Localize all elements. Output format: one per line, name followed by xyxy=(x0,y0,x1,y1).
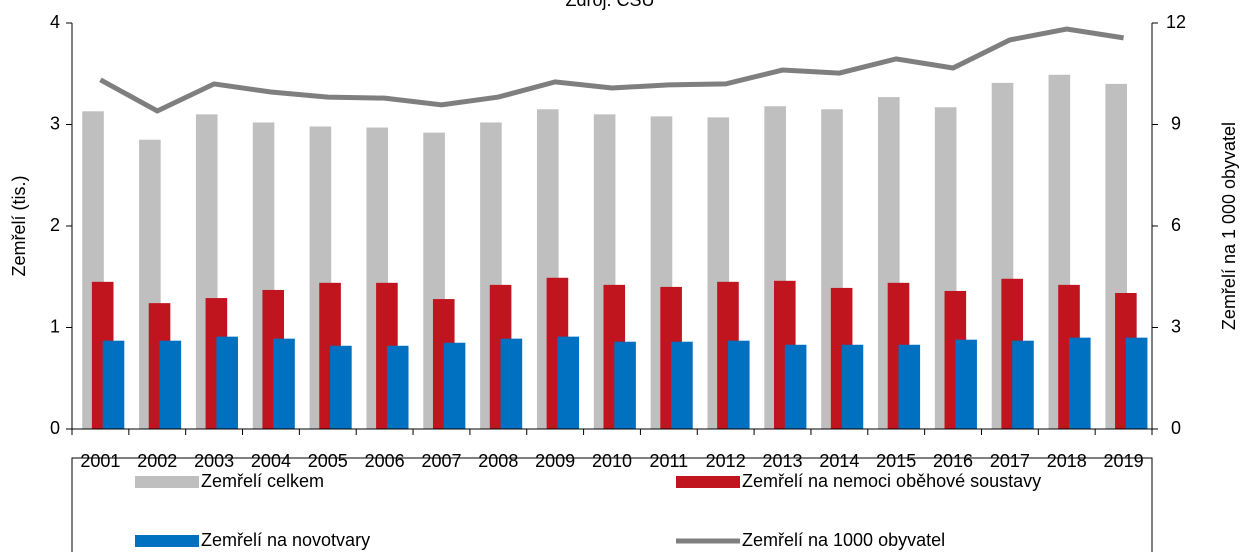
x-tick-label: 2005 xyxy=(308,451,348,471)
bar xyxy=(557,336,580,429)
y2-tick-label: 9 xyxy=(1171,113,1181,133)
legend-label: Zemřelí celkem xyxy=(201,471,324,491)
x-tick-label: 2018 xyxy=(1047,451,1087,471)
x-tick-label: 2011 xyxy=(649,451,688,471)
bar xyxy=(727,340,750,429)
x-tick-label: 2010 xyxy=(592,451,632,471)
x-tick-label: 2006 xyxy=(365,451,405,471)
bar xyxy=(1069,337,1091,429)
x-tick-label: 2009 xyxy=(535,451,575,471)
bar xyxy=(159,340,182,429)
y2-tick-label: 6 xyxy=(1171,215,1181,235)
bar xyxy=(1012,340,1034,429)
bar xyxy=(671,341,693,429)
y2-tick-label: 3 xyxy=(1171,316,1181,336)
x-tick-label: 2013 xyxy=(763,451,803,471)
x-tick-label: 2016 xyxy=(933,451,973,471)
bar xyxy=(784,344,807,429)
legend-swatch xyxy=(135,476,199,488)
x-tick-label: 2001 xyxy=(80,451,120,471)
legend-label: Zemřelí na novotvary xyxy=(201,530,370,550)
x-tick-label: 2014 xyxy=(819,451,859,471)
legend-swatch xyxy=(135,535,199,547)
x-tick-label: 2015 xyxy=(876,451,916,471)
bar xyxy=(955,339,977,429)
x-tick-label: 2004 xyxy=(251,451,291,471)
legend-label: Zemřelí na nemoci oběhové soustavy xyxy=(742,471,1041,491)
bar xyxy=(102,340,125,429)
x-tick-label: 2003 xyxy=(194,451,234,471)
x-tick-label: 2002 xyxy=(137,451,177,471)
y-tick-label: 0 xyxy=(50,418,60,438)
x-tick-label: 2012 xyxy=(706,451,746,471)
y-tick-label: 1 xyxy=(50,316,60,336)
legend-box xyxy=(71,457,1153,552)
bar xyxy=(216,336,238,429)
bar xyxy=(1125,337,1148,429)
y-tick-label: 2 xyxy=(50,215,60,235)
y2-axis-label: Zemřelí na 1 000 obyvatel xyxy=(1219,122,1239,330)
bar xyxy=(273,338,295,429)
y-axis-label: Zemřelí (tis.) xyxy=(9,176,29,277)
legend-swatch xyxy=(676,476,740,488)
line-series xyxy=(99,26,1124,114)
bar xyxy=(443,342,466,429)
chart-title: Zdroj: ČSÚ xyxy=(565,0,654,10)
y-tick-label: 3 xyxy=(50,113,60,133)
x-tick-label: 2017 xyxy=(990,451,1030,471)
x-tick-label: 2019 xyxy=(1104,451,1144,471)
bar xyxy=(841,344,864,429)
bar xyxy=(898,344,921,429)
bar xyxy=(500,338,523,429)
x-tick-label: 2008 xyxy=(478,451,518,471)
legend-label: Zemřelí na 1000 obyvatel xyxy=(742,530,945,550)
bar xyxy=(614,341,636,429)
bar xyxy=(386,345,409,429)
y2-tick-label: 12 xyxy=(1166,12,1186,32)
x-tick-label: 2007 xyxy=(421,451,461,471)
bar xyxy=(330,345,352,429)
y2-tick-label: 0 xyxy=(1171,418,1181,438)
y-tick-label: 4 xyxy=(50,12,60,32)
